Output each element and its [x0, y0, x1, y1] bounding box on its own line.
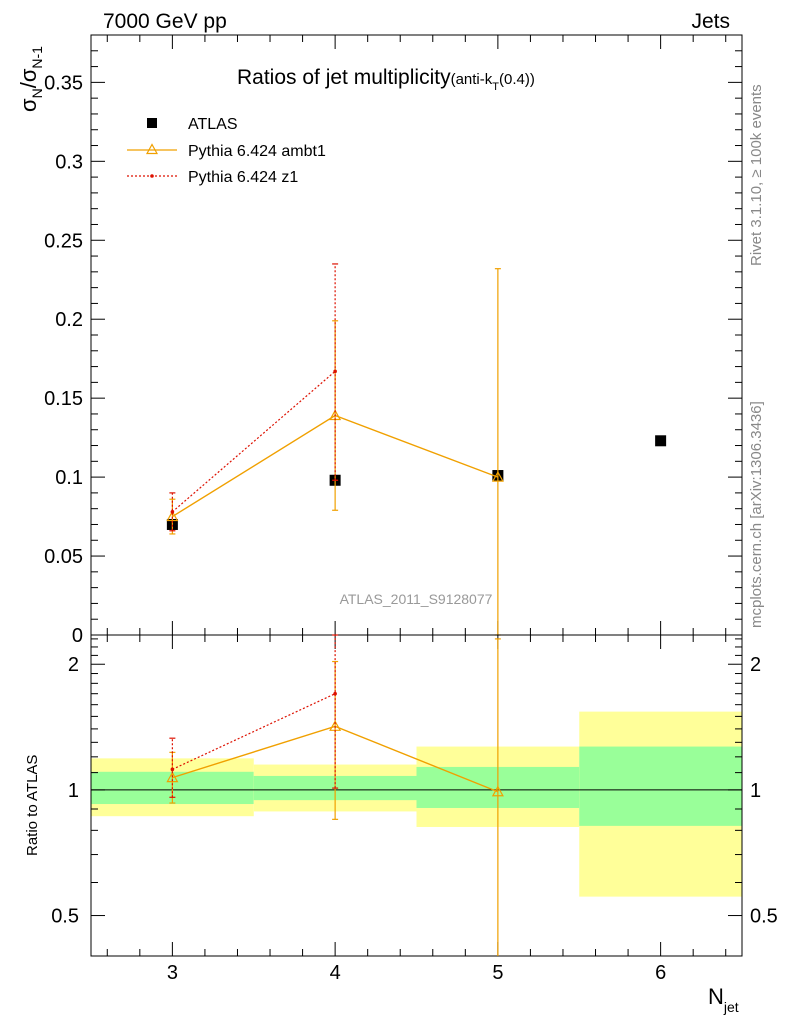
header-process: Jets: [691, 10, 730, 33]
analysis-watermark: ATLAS_2011_S9128077: [340, 591, 493, 607]
ratio-ytick-label: 1: [68, 780, 79, 802]
main-ytick-label: 0.1: [55, 467, 83, 489]
ratio-ytick-label: 0.5: [51, 906, 79, 928]
main-ytick-label: 0.05: [44, 546, 83, 568]
main-ytick-label: 0.35: [44, 72, 83, 94]
rivet-version-label: Rivet 3.1.10, ≥ 100k events: [748, 84, 765, 266]
xtick-label: 5: [492, 962, 503, 984]
ratio-ylabel: Ratio to ATLAS: [24, 755, 41, 856]
z1-data-point: [333, 369, 337, 374]
ratio-ytick-label-right: 2: [750, 654, 761, 676]
ratio-ytick-label-right: 1: [750, 780, 761, 802]
xtick-label: 6: [655, 962, 666, 984]
main-ytick-label: 0.15: [44, 388, 83, 410]
main-ytick-label: 0.2: [55, 309, 83, 331]
z1-data-point: [170, 510, 175, 514]
ambt1-ratio-point: [166, 771, 179, 783]
z1-ratio-line: [172, 693, 336, 770]
ratio-panel: 0.5 0.5 1 1 2 2 3 4 5 6 Ratio to ATLAS Njet: [24, 634, 778, 1015]
x-axis-label: Njet: [708, 984, 739, 1015]
atlas-data-point: [655, 435, 667, 447]
legend-ambt1-marker: [145, 143, 159, 155]
ratio-ytick-label: 2: [68, 654, 79, 676]
main-ytick-label: 0.3: [55, 151, 83, 173]
z1-line: [171, 370, 336, 513]
main-ytick-label: 0.25: [44, 230, 83, 252]
ratio-ytick-label-right: 0.5: [750, 906, 778, 928]
legend-z1-marker: [150, 174, 154, 178]
main-ytick-label: 0: [72, 625, 83, 647]
legend-z1-label: Pythia 6.424 z1: [188, 169, 298, 186]
z1-ratio-point: [170, 767, 175, 772]
main-panel: 0 0.05 0.1 0.15 0.2 0.25 0.3 0.35 Ratios of jet…: [16, 34, 743, 647]
main-title: Ratios of jet multiplicity(anti-kT(0.4)): [237, 66, 535, 93]
legend-atlas-label: ATLAS: [188, 116, 238, 133]
legend: ATLAS Pythia 6.424 ambt1 Pythia 6.424 z1: [127, 116, 326, 186]
legend-ambt1-label: Pythia 6.424 ambt1: [188, 143, 326, 160]
mcplots-label: mcplots.cern.ch [arXiv:1306.3436]: [748, 401, 765, 628]
z1-ratio-point: [333, 691, 337, 696]
legend-atlas-marker: [147, 118, 157, 128]
xtick-label: 3: [167, 962, 178, 984]
main-ylabel: σN/σN-1: [16, 46, 45, 112]
ratio-frame: [90, 634, 743, 957]
ambt1-data-point: [166, 510, 179, 522]
ambt1-ratio-point: [491, 785, 504, 797]
xtick-label: 4: [330, 962, 341, 984]
ambt1-data-point: [491, 470, 504, 482]
header-energy: 7000 GeV pp: [103, 10, 227, 33]
ratio-band-inner: [579, 746, 742, 826]
